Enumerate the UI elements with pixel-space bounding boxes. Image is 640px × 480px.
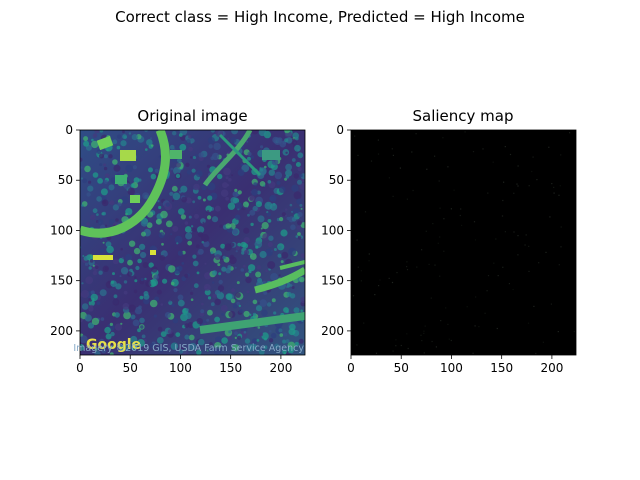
saliency-map-title: Saliency map [412,107,513,125]
google-watermark: Google [86,337,141,353]
imagery-attribution: Imagery ©2019 GIS, USDA Farm Service Age… [73,343,304,354]
original-ytick-label: 150 [50,274,73,288]
saliency-map-image [350,129,577,356]
saliency-map-axes: 0 50 100 150 200 0 50 100 150 200 [321,123,563,375]
original-ytick-label: 200 [50,324,73,338]
saliency-ytick-label: 200 [321,324,344,338]
saliency-ytick-label: 0 [336,123,344,137]
original-xtick-label: 150 [219,361,242,375]
original-image-panel: Original image Google Imagery ©2019 GIS,… [50,107,306,375]
saliency-xtick-label: 200 [540,361,563,375]
figure-suptitle: Correct class = High Income, Predicted =… [115,8,525,26]
original-image-title: Original image [137,107,247,125]
saliency-speckle [352,131,575,355]
original-xtick-label: 100 [169,361,192,375]
saliency-xtick-label: 100 [440,361,463,375]
saliency-xtick-label: 150 [490,361,513,375]
saliency-xtick-label: 0 [347,361,355,375]
original-image [80,130,305,355]
original-ytick-label: 100 [50,223,73,237]
original-image-axes: 0 50 100 150 200 0 50 100 150 200 [50,123,292,375]
original-ytick-label: 0 [65,123,73,137]
saliency-ytick-label: 150 [321,274,344,288]
saliency-ytick-label: 50 [329,173,344,187]
original-xtick-label: 0 [76,361,84,375]
saliency-ytick-label: 100 [321,223,344,237]
saliency-xtick-label: 50 [394,361,409,375]
original-xtick-label: 50 [123,361,138,375]
saliency-map-panel: Saliency map 0 50 100 150 200 0 50 100 150 200 [321,107,577,375]
original-xtick-label: 200 [269,361,292,375]
original-ytick-label: 50 [58,173,73,187]
tree-canopy-texture [80,130,305,355]
